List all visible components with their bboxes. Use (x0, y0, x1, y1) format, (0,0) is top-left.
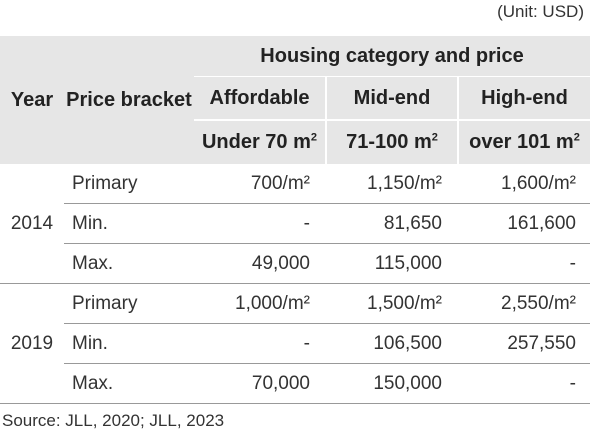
value-cell: 700/m² (194, 164, 326, 204)
housing-price-table: Year Price bracket Housing category and … (0, 36, 590, 404)
value-cell: - (458, 363, 590, 404)
value-cell: - (194, 323, 326, 364)
source-note: Source: JLL, 2020; JLL, 2023 (2, 411, 225, 430)
header-price-bracket: Price bracket (64, 36, 194, 164)
table-row: 2014 Primary 700/m² 1,150/m² 1,600/m² (0, 164, 590, 284)
value-cell: 161,600 (458, 203, 590, 244)
bracket-cell: Min. (64, 203, 194, 244)
value-cell: 1,500/m² (326, 283, 458, 324)
table-row: Max. 70,000 150,000 - (0, 363, 590, 404)
bracket-cell: Max. (64, 363, 194, 404)
year-cell: 2019 (0, 283, 64, 404)
year-cell: 2014 (0, 164, 64, 284)
table-row: 2019 Primary 1,000/m² 1,500/m² 2,550/m² (0, 283, 590, 404)
value-cell: 150,000 (326, 363, 458, 404)
header-year: Year (0, 36, 64, 164)
value-cell: 257,550 (458, 323, 590, 364)
header-housing-category: Housing category and price (194, 36, 590, 77)
value-cell: 1,150/m² (326, 164, 458, 204)
value-cell: 81,650 (326, 203, 458, 244)
value-cell: - (194, 203, 326, 244)
header-size-high-end: over 101 m2 (457, 119, 590, 164)
value-cell: 115,000 (326, 243, 458, 284)
value-cell: 2,550/m² (458, 283, 590, 324)
header-size-affordable: Under 70 m2 (194, 119, 326, 164)
value-cell: 106,500 (326, 323, 458, 364)
bracket-cell: Max. (64, 243, 194, 284)
bracket-cell: Min. (64, 323, 194, 364)
value-cell: 49,000 (194, 243, 326, 284)
value-cell: 1,600/m² (458, 164, 590, 204)
bracket-cell: Primary (64, 283, 194, 324)
header-high-end: High-end (457, 76, 590, 120)
value-cell: 1,000/m² (194, 283, 326, 324)
table-row: Min. - 106,500 257,550 (0, 323, 590, 364)
value-cell: - (458, 243, 590, 284)
table-row: Max. 49,000 115,000 - (0, 243, 590, 284)
bracket-cell: Primary (64, 164, 194, 204)
table-row: Min. - 81,650 161,600 (0, 203, 590, 244)
value-cell: 70,000 (194, 363, 326, 404)
header-mid-end: Mid-end (325, 76, 458, 120)
header-size-mid-end: 71-100 m2 (325, 119, 458, 164)
unit-note: (Unit: USD) (497, 2, 584, 21)
header-affordable: Affordable (194, 76, 326, 120)
